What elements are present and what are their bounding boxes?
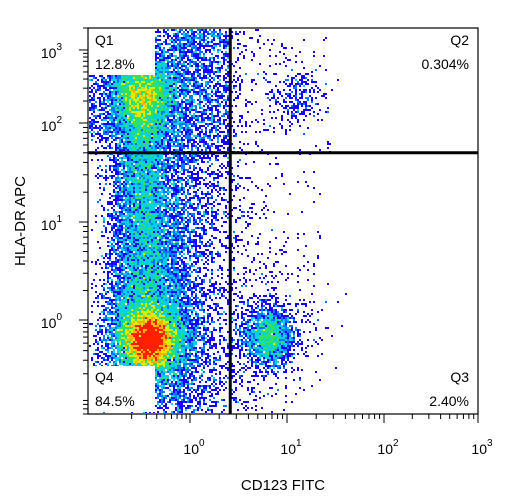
density-points — [89, 29, 347, 413]
density-dots — [89, 29, 329, 413]
density-dots — [125, 71, 173, 369]
y-tick-label: 101 — [41, 214, 63, 233]
quadrant-percent: 12.8% — [95, 56, 135, 72]
quadrant-name: Q2 — [450, 32, 469, 48]
quadrant-labels: Q1 12.8% Q2 0.304% Q3 2.40% Q4 84.5% — [89, 29, 469, 412]
y-tick-label: 100 — [41, 312, 63, 331]
quadrant-percent: 0.304% — [422, 56, 469, 72]
y-axis-label: HLA-DR APC — [12, 176, 29, 266]
density-dots — [131, 317, 171, 361]
quadrant-percent: 84.5% — [95, 393, 135, 409]
x-tick-label: 100 — [183, 438, 205, 457]
quadrant-label-background — [89, 366, 155, 412]
density-dots — [117, 65, 275, 381]
y-tick-label: 102 — [41, 115, 63, 134]
y-tick-label: 103 — [41, 42, 63, 61]
axis-ticks: 100 101 102 103 100 101 102 103 — [41, 27, 493, 457]
x-tick-label: 101 — [280, 438, 302, 457]
quadrant-label-background — [89, 29, 155, 75]
x-axis-label: CD123 FITC — [241, 477, 325, 494]
density-dots — [107, 47, 283, 409]
x-tick-label: 103 — [471, 438, 493, 457]
quadrant-name: Q4 — [95, 369, 114, 385]
x-tick-label: 102 — [377, 438, 399, 457]
quadrant-percent: 2.40% — [429, 393, 469, 409]
quadrant-name: Q1 — [95, 32, 114, 48]
quadrant-name: Q3 — [450, 369, 469, 385]
density-dots — [89, 29, 305, 413]
